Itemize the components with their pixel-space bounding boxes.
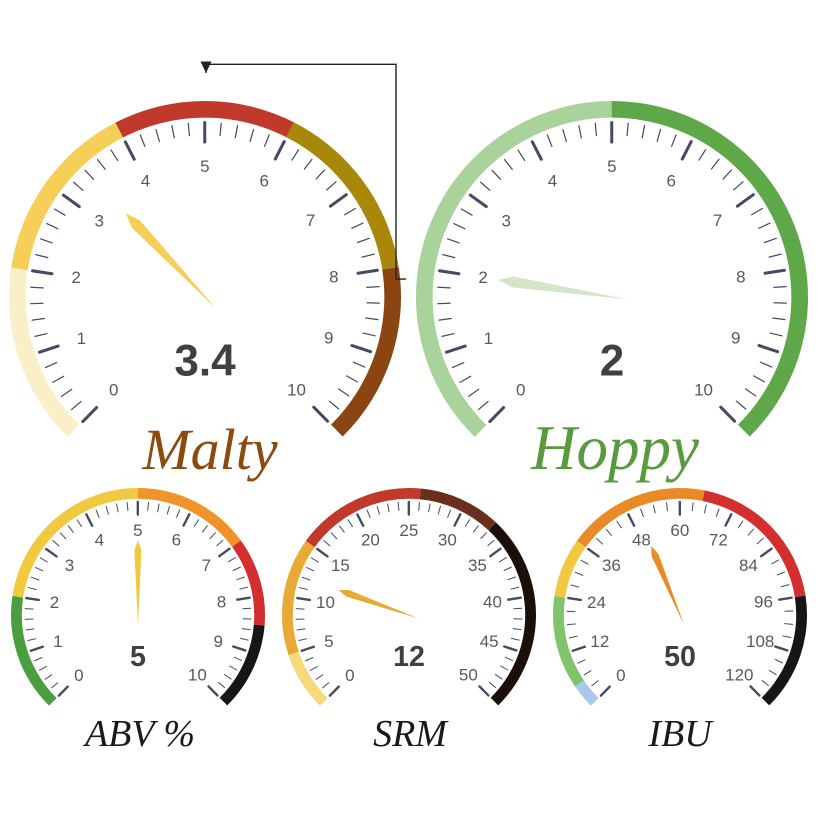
svg-text:30: 30 — [438, 530, 457, 549]
svg-text:3: 3 — [501, 211, 510, 230]
svg-text:4: 4 — [95, 530, 104, 549]
svg-text:96: 96 — [754, 593, 773, 612]
svg-text:0: 0 — [109, 381, 118, 400]
svg-text:84: 84 — [739, 556, 758, 575]
svg-text:1: 1 — [53, 632, 62, 651]
svg-text:72: 72 — [709, 530, 728, 549]
svg-text:4: 4 — [141, 172, 150, 191]
svg-text:0: 0 — [516, 381, 525, 400]
svg-text:35: 35 — [468, 556, 487, 575]
svg-text:2: 2 — [478, 268, 487, 287]
svg-text:20: 20 — [361, 530, 380, 549]
svg-text:1: 1 — [77, 329, 86, 348]
svg-text:2: 2 — [71, 268, 80, 287]
svg-text:7: 7 — [713, 211, 722, 230]
svg-text:10: 10 — [694, 380, 713, 399]
svg-text:5: 5 — [200, 157, 209, 176]
svg-text:108: 108 — [746, 632, 774, 651]
svg-text:9: 9 — [324, 328, 333, 347]
svg-text:6: 6 — [666, 171, 675, 190]
svg-text:0: 0 — [345, 666, 354, 685]
svg-text:9: 9 — [213, 632, 222, 651]
svg-text:1: 1 — [484, 329, 493, 348]
svg-text:50: 50 — [664, 641, 696, 673]
svg-text:10: 10 — [316, 593, 335, 612]
svg-text:2: 2 — [50, 593, 59, 612]
svg-text:48: 48 — [632, 530, 651, 549]
svg-text:7: 7 — [202, 556, 211, 575]
svg-text:6: 6 — [172, 530, 181, 549]
svg-text:12: 12 — [393, 641, 425, 673]
svg-text:5: 5 — [130, 641, 146, 673]
svg-text:10: 10 — [188, 666, 207, 685]
svg-text:6: 6 — [259, 171, 268, 190]
svg-text:9: 9 — [731, 328, 740, 347]
svg-text:10: 10 — [287, 380, 306, 399]
svg-text:7: 7 — [306, 211, 315, 230]
svg-text:120: 120 — [725, 666, 753, 685]
svg-text:3.4: 3.4 — [174, 336, 236, 385]
svg-text:2: 2 — [600, 336, 625, 385]
svg-text:5: 5 — [324, 632, 333, 651]
svg-text:15: 15 — [331, 556, 350, 575]
svg-text:8: 8 — [217, 593, 226, 612]
svg-text:4: 4 — [548, 172, 557, 191]
svg-text:0: 0 — [616, 666, 625, 685]
svg-text:45: 45 — [480, 632, 499, 651]
svg-text:25: 25 — [399, 521, 418, 540]
svg-text:12: 12 — [590, 632, 609, 651]
svg-text:8: 8 — [736, 268, 745, 287]
svg-text:8: 8 — [329, 268, 338, 287]
svg-text:0: 0 — [74, 666, 83, 685]
svg-text:3: 3 — [65, 556, 74, 575]
svg-text:24: 24 — [587, 593, 606, 612]
svg-text:50: 50 — [459, 666, 478, 685]
svg-text:5: 5 — [607, 157, 616, 176]
svg-text:5: 5 — [133, 521, 142, 540]
svg-text:60: 60 — [670, 521, 689, 540]
svg-text:36: 36 — [602, 556, 621, 575]
svg-text:3: 3 — [94, 211, 103, 230]
svg-text:40: 40 — [483, 593, 502, 612]
